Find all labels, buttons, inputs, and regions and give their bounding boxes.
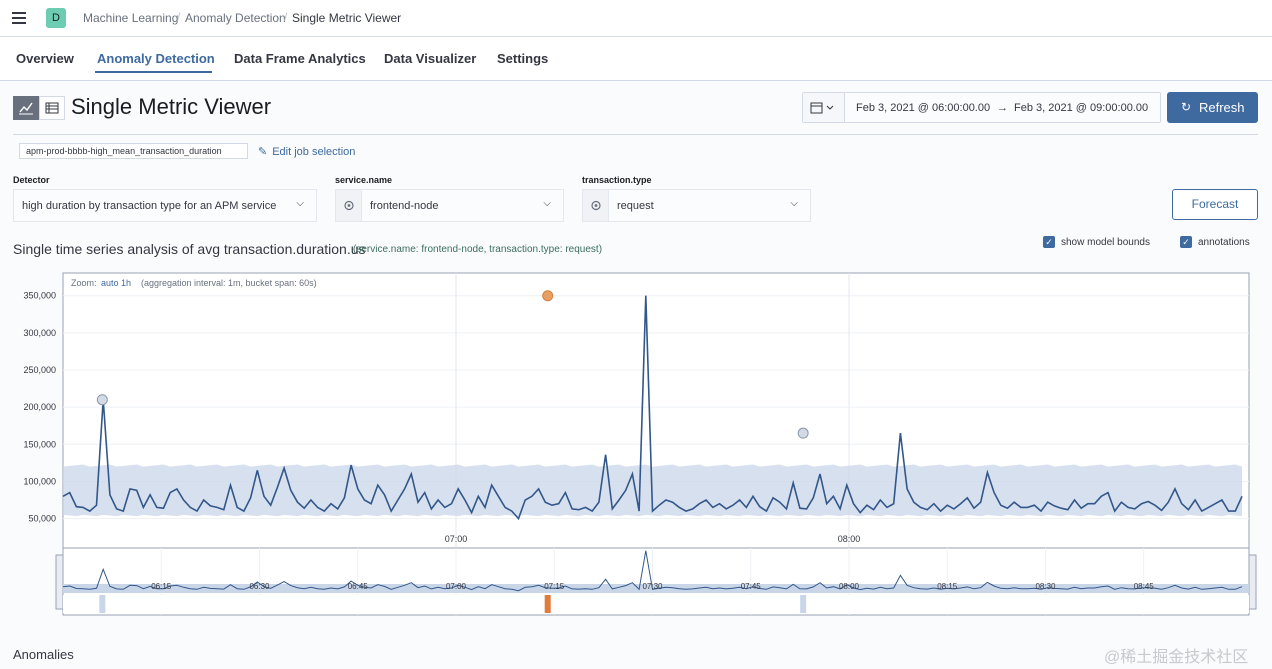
chart-view-button[interactable] [13,96,39,120]
series-line [62,295,1243,521]
breadcrumb-separator: / [284,10,288,24]
y-tick-label: 100,000 [23,476,56,486]
breadcrumb-ml[interactable]: Machine Learning [83,11,179,25]
tab-settings[interactable]: Settings [497,51,549,66]
table-icon [45,102,59,114]
context-tick-label: 08:15 [937,582,958,591]
swimlane-anomaly-cell [800,595,807,613]
annotations-label: annotations [1198,237,1250,248]
chevron-down-icon: ⌵ [790,198,798,209]
zoom-auto-link[interactable]: auto 1h [101,278,131,288]
detector-value: high duration by transaction type for an… [22,200,277,212]
transaction-type-label: transaction.type [582,175,652,185]
context-left-handle[interactable] [55,554,64,610]
zoom-detail: (aggregation interval: 1m, bucket span: … [141,278,317,288]
context-tick-label: 07:00 [446,582,467,591]
service-name-label: service.name [335,175,393,185]
job-badge: apm-prod-bbbb-high_mean_transaction_dura… [19,143,248,159]
chevron-down-icon: ⌵ [296,198,304,209]
refresh-button[interactable]: ↻ Refresh [1167,92,1258,123]
context-tick-label: 06:45 [348,582,369,591]
transaction-type-select[interactable]: request ⌵ [582,189,811,222]
date-start[interactable]: Feb 3, 2021 @ 06:00:00.00 [856,102,991,114]
anomaly-marker [96,394,108,406]
show-model-bounds-checkbox[interactable]: ✓ [1043,236,1055,248]
refresh-icon: ↻ [1181,100,1192,114]
y-tick-label: 250,000 [23,365,56,375]
swimlane-anomaly-cell [544,595,551,613]
anomalies-heading: Anomalies [13,647,74,662]
refresh-label: Refresh [1199,100,1245,115]
gear-icon [583,190,609,221]
chevron-down-icon: ⌵ [543,198,551,209]
nav-tabs: Overview Anomaly Detection Data Frame An… [0,37,1272,81]
y-tick-label: 300,000 [23,328,56,338]
time-series-chart[interactable]: 350,000 300,000 250,000 200,000 150,000 100,0… [0,270,1272,630]
service-name-select[interactable]: frontend-node ⌵ [335,189,564,222]
context-tick-label: 06:30 [249,582,270,591]
breadcrumb-anomaly[interactable]: Anomaly Detection [185,11,286,25]
tab-data-frame-analytics[interactable]: Data Frame Analytics [234,51,366,66]
breadcrumb-current: Single Metric Viewer [292,11,402,25]
x-tick-label: 08:00 [838,534,861,544]
divider [13,134,1258,135]
table-view-button[interactable] [39,96,65,120]
series-subtitle: (service.name: frontend-node, transactio… [353,244,603,255]
top-header: D Machine Learning / Anomaly Detection /… [0,0,1272,37]
tab-data-visualizer[interactable]: Data Visualizer [384,51,477,66]
swimlane [63,595,1249,613]
zoom-label: Zoom: [71,278,97,288]
calendar-icon [810,102,834,114]
arrow-right-icon: → [997,102,1008,114]
transaction-type-value: request [617,200,654,212]
date-end[interactable]: Feb 3, 2021 @ 09:00:00.00 [1014,102,1149,114]
detector-label: Detector [13,175,50,185]
watermark: @稀土掘金技术社区 [1104,649,1249,666]
page-title: Single Metric Viewer [71,94,272,119]
annotations-checkbox[interactable]: ✓ [1180,236,1192,248]
gear-icon [336,190,362,221]
series-title: Single time series analysis of avg trans… [13,241,366,257]
edit-job-selection-link[interactable]: ✎ Edit job selection [258,145,355,158]
context-tick-label: 08:45 [1134,582,1155,591]
space-avatar[interactable]: D [46,8,66,28]
context-tick-label: 08:00 [839,582,860,591]
context-tick-label: 07:30 [642,582,663,591]
service-name-value: frontend-node [370,200,439,212]
tab-anomaly-detection[interactable]: Anomaly Detection [97,51,215,66]
swimlane-anomaly-cell [99,595,106,613]
y-tick-label: 200,000 [23,402,56,412]
breadcrumb-separator: / [177,10,181,24]
pencil-icon: ✎ [258,146,268,158]
tab-overview[interactable]: Overview [16,51,74,66]
y-tick-label: 350,000 [23,291,56,301]
anomaly-marker [797,427,809,439]
context-tick-label: 06:15 [151,582,172,591]
active-tab-indicator [95,71,212,73]
date-picker[interactable]: Feb 3, 2021 @ 06:00:00.00 → Feb 3, 2021 … [802,92,1161,123]
anomaly-marker [542,290,554,302]
context-series-line [62,550,1243,592]
y-tick-label: 50,000 [28,514,56,524]
context-right-handle[interactable] [1248,554,1257,610]
context-tick-label: 07:15 [544,582,565,591]
edit-job-label: Edit job selection [272,146,356,158]
context-tick-label: 08:30 [1035,582,1056,591]
context-tick-label: 07:45 [741,582,762,591]
detector-select[interactable]: high duration by transaction type for an… [13,189,317,222]
forecast-button[interactable]: Forecast [1172,189,1258,220]
line-chart-icon [19,102,33,115]
menu-icon[interactable] [12,12,26,24]
x-tick-label: 07:00 [445,534,468,544]
y-tick-label: 150,000 [23,439,56,449]
show-model-bounds-label: show model bounds [1061,237,1150,248]
quick-select-button[interactable] [803,93,845,122]
